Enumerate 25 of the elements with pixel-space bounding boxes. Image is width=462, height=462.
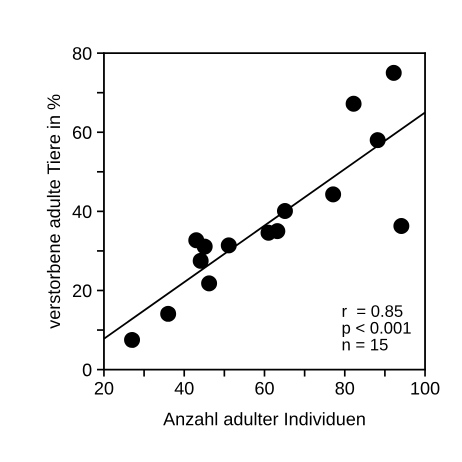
y-axis-title: verstorbene adulte Tiere in %	[46, 94, 60, 329]
point	[325, 186, 342, 202]
annotation: r = 0.85 p < 0.001 n = 15	[342, 305, 411, 350]
point	[201, 275, 218, 292]
x-tick-label: 100	[411, 382, 440, 395]
x-tick-label: 80	[336, 382, 354, 395]
point	[386, 64, 402, 81]
point	[346, 96, 362, 112]
point	[124, 332, 140, 348]
y-tick-label: 60	[72, 126, 92, 139]
x-tick-label: 40	[174, 382, 194, 395]
point	[220, 237, 237, 254]
x-axis-title: Anzahl adulter Individuen	[163, 412, 365, 426]
y-tick-label: 80	[72, 47, 92, 60]
x-tick-label: 60	[255, 382, 274, 395]
point	[393, 218, 410, 234]
x-tick-label: 20	[94, 382, 114, 395]
point	[370, 132, 386, 148]
point	[192, 252, 209, 269]
y-tick-label: 0	[82, 364, 92, 376]
point	[160, 306, 176, 322]
point	[196, 238, 213, 255]
y-tick-label: 20	[72, 284, 92, 298]
point	[276, 202, 293, 219]
y-tick-label: 40	[72, 205, 92, 218]
